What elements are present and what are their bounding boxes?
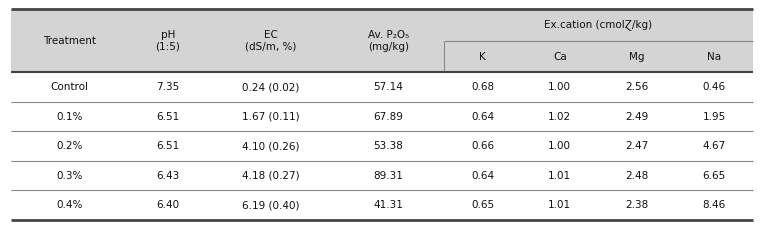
- Text: 1.67 (0.11): 1.67 (0.11): [242, 112, 299, 122]
- Bar: [11, 9, 753, 72]
- Text: 0.2%: 0.2%: [56, 141, 83, 151]
- Text: 1.95: 1.95: [702, 112, 726, 122]
- Text: 0.68: 0.68: [471, 82, 494, 92]
- Text: 8.46: 8.46: [702, 200, 726, 210]
- Text: 2.47: 2.47: [625, 141, 649, 151]
- Text: 6.19 (0.40): 6.19 (0.40): [242, 200, 299, 210]
- Text: 4.18 (0.27): 4.18 (0.27): [242, 171, 299, 181]
- Text: pH
(1:5): pH (1:5): [155, 30, 180, 52]
- Text: 1.00: 1.00: [549, 141, 571, 151]
- Text: 0.46: 0.46: [702, 82, 726, 92]
- Text: 1.02: 1.02: [549, 112, 571, 122]
- Text: 1.01: 1.01: [549, 171, 571, 181]
- Text: 67.89: 67.89: [374, 112, 403, 122]
- Text: 41.31: 41.31: [374, 200, 403, 210]
- Text: 4.67: 4.67: [702, 141, 726, 151]
- Text: Mg: Mg: [629, 52, 645, 62]
- Text: 0.4%: 0.4%: [56, 200, 83, 210]
- Text: 6.40: 6.40: [157, 200, 180, 210]
- Text: EC
(dS/m, %): EC (dS/m, %): [245, 30, 296, 52]
- Text: 6.51: 6.51: [156, 112, 180, 122]
- Text: 57.14: 57.14: [374, 82, 403, 92]
- Text: 0.65: 0.65: [471, 200, 494, 210]
- Text: 6.43: 6.43: [156, 171, 180, 181]
- Text: 2.38: 2.38: [625, 200, 649, 210]
- Text: Av. P₂O₅
(mg/kg): Av. P₂O₅ (mg/kg): [367, 30, 409, 52]
- Text: 4.10 (0.26): 4.10 (0.26): [242, 141, 299, 151]
- Text: 0.64: 0.64: [471, 171, 494, 181]
- Text: 0.66: 0.66: [471, 141, 494, 151]
- Text: 0.64: 0.64: [471, 112, 494, 122]
- Text: Treatment: Treatment: [43, 36, 96, 46]
- Text: 7.35: 7.35: [156, 82, 180, 92]
- Text: Ex.cation (cmolⱿ/kg): Ex.cation (cmolⱿ/kg): [544, 19, 652, 30]
- Text: 89.31: 89.31: [374, 171, 403, 181]
- Text: 2.49: 2.49: [625, 112, 649, 122]
- Text: 53.38: 53.38: [374, 141, 403, 151]
- Text: 0.3%: 0.3%: [56, 171, 83, 181]
- Text: K: K: [479, 52, 486, 62]
- Text: 0.24 (0.02): 0.24 (0.02): [242, 82, 299, 92]
- Text: 1.01: 1.01: [549, 200, 571, 210]
- Text: 1.00: 1.00: [549, 82, 571, 92]
- Text: Ca: Ca: [553, 52, 567, 62]
- Text: 0.1%: 0.1%: [56, 112, 83, 122]
- Text: Control: Control: [50, 82, 89, 92]
- Text: Na: Na: [707, 52, 721, 62]
- Text: 6.65: 6.65: [702, 171, 726, 181]
- Text: 2.48: 2.48: [625, 171, 649, 181]
- Text: 6.51: 6.51: [156, 141, 180, 151]
- Text: 2.56: 2.56: [625, 82, 649, 92]
